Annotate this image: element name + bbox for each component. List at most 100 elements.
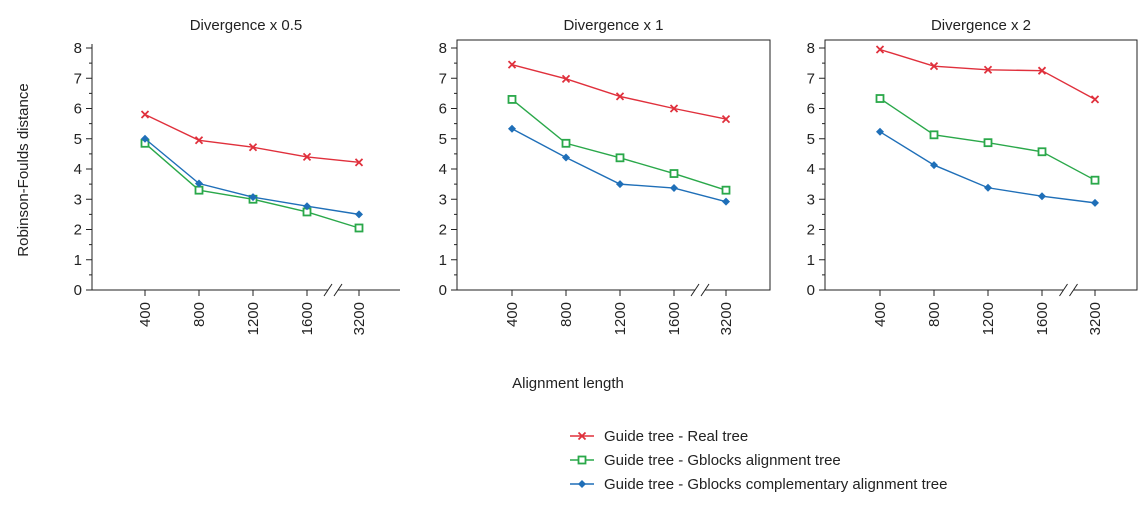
series-line-gblocks	[144, 142, 360, 229]
axis-break-gap	[695, 284, 705, 296]
y-tick-label: 3	[807, 191, 815, 208]
data-point-square-marker	[561, 138, 571, 148]
y-tick-label: 2	[807, 222, 815, 239]
data-point-diamond-marker	[562, 153, 570, 162]
legend-label: Guide tree - Real tree	[604, 428, 748, 445]
axis-break-mark	[700, 283, 710, 297]
data-point-x-marker	[721, 114, 731, 124]
data-point-x-marker	[354, 158, 364, 167]
data-point-x-marker	[302, 152, 312, 162]
data-point-diamond-marker	[930, 161, 938, 170]
series-line-real	[879, 48, 1096, 101]
data-point-x-marker	[577, 431, 587, 441]
data-point-diamond-marker	[616, 180, 624, 189]
data-point-diamond-marker	[195, 179, 203, 188]
panel-title: Divergence x 1	[563, 17, 663, 34]
y-tick-label: 0	[439, 282, 447, 299]
data-point-square-marker	[507, 95, 517, 104]
y-tick-label: 6	[439, 101, 447, 118]
y-tick-label: 8	[807, 40, 815, 57]
data-point-diamond-marker	[355, 210, 363, 219]
x-tick-label: 1200	[612, 302, 629, 335]
y-tick-label: 8	[439, 40, 447, 57]
x-tick-label: 1200	[245, 302, 262, 335]
y-axis-label: Robinson-Foulds distance	[15, 83, 32, 256]
data-point-x-marker	[561, 74, 571, 83]
chart-panel-1: Divergence x 0.5 0 1 2 3 4 5 6 7 8 400 800 1200 1600 3…	[74, 17, 400, 335]
y-tick-label: 8	[74, 40, 82, 57]
axis-break-gap	[328, 284, 338, 296]
y-tick-label: 2	[439, 222, 447, 239]
axis-break-mark	[690, 283, 700, 297]
marker-stroke	[721, 114, 731, 124]
axis-break-mark	[323, 283, 333, 297]
data-point-diamond-marker	[578, 480, 586, 488]
chart-panel-2: Divergence x 1 0 1 2 3 4 5 6 7 8 400 800 1200 1600 320…	[439, 17, 771, 335]
data-point-x-marker	[194, 136, 204, 145]
y-tick-label: 6	[807, 101, 815, 118]
data-point-x-marker	[875, 45, 885, 54]
marker-stroke	[302, 152, 312, 162]
marker-stroke	[1090, 95, 1100, 104]
data-point-x-marker	[140, 110, 150, 119]
marker-stroke	[194, 136, 204, 145]
marker-stroke	[669, 104, 679, 113]
x-tick-label: 1600	[1034, 302, 1051, 335]
y-tick-label: 5	[807, 131, 815, 148]
data-point-square-marker	[354, 223, 364, 233]
data-point-x-marker	[983, 65, 993, 74]
data-point-diamond-marker	[303, 202, 311, 211]
marker-stroke	[140, 110, 150, 119]
y-tick-label: 1	[74, 252, 82, 269]
x-tick-label: 800	[926, 302, 943, 327]
series-line-complementary	[511, 128, 727, 203]
data-point-x-marker	[507, 60, 517, 69]
y-tick-label: 3	[439, 191, 447, 208]
data-point-diamond-marker	[670, 184, 678, 193]
data-point-x-marker	[248, 143, 258, 152]
x-tick-label: 800	[558, 302, 575, 327]
x-tick-label: 1600	[299, 302, 316, 335]
x-tick-label: 400	[872, 302, 889, 327]
data-point-square-marker	[1090, 175, 1100, 185]
marker-stroke	[875, 45, 885, 54]
data-point-x-marker	[1037, 66, 1047, 75]
y-tick-label: 7	[439, 70, 447, 87]
panel-title: Divergence x 2	[931, 17, 1031, 34]
y-tick-label: 1	[439, 252, 447, 269]
data-point-square-marker	[875, 94, 885, 103]
marker-stroke	[615, 92, 625, 101]
axis-break-mark	[1069, 283, 1078, 297]
marker-stroke	[577, 431, 587, 441]
panel-frame	[456, 39, 771, 291]
axis-break-gap	[1063, 284, 1074, 296]
marker-stroke	[561, 74, 571, 83]
y-tick-label: 2	[74, 222, 82, 239]
y-tick-label: 5	[439, 131, 447, 148]
data-point-x-marker	[615, 92, 625, 101]
y-tick-label: 7	[74, 70, 82, 87]
data-point-x-marker	[669, 104, 679, 113]
x-tick-label: 400	[137, 302, 154, 327]
chart-panel-3: Divergence x 2 0 1 2 3 4 5 6 7 8 400 800 1200 1600 320…	[807, 17, 1138, 335]
data-point-square-marker	[1037, 147, 1047, 157]
panel-title: Divergence x 0.5	[190, 17, 303, 34]
x-tick-label: 3200	[351, 302, 368, 335]
y-tick-label: 5	[74, 131, 82, 148]
marker-stroke	[983, 65, 993, 74]
series-line-real	[511, 63, 727, 120]
marker-stroke	[248, 143, 258, 152]
y-tick-label: 6	[74, 101, 82, 118]
data-point-diamond-marker	[1038, 192, 1046, 201]
x-tick-label: 1200	[980, 302, 997, 335]
x-tick-label: 3200	[718, 302, 735, 335]
data-point-square-marker	[983, 138, 993, 148]
legend-label: Guide tree - Gblocks alignment tree	[604, 452, 841, 469]
marker-stroke	[929, 62, 939, 71]
legend: Guide tree - Real tree Guide tree - Gbloc…	[570, 428, 947, 493]
x-tick-label: 400	[504, 302, 521, 327]
y-tick-label: 4	[74, 161, 82, 178]
data-point-square-marker	[194, 185, 204, 195]
data-point-diamond-marker	[249, 193, 257, 202]
